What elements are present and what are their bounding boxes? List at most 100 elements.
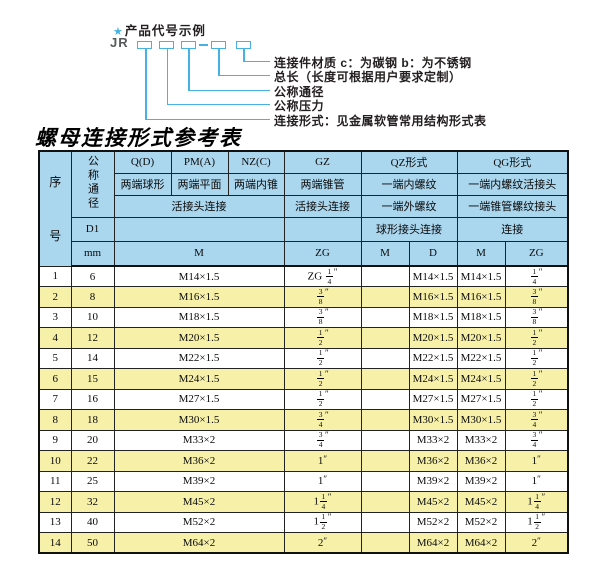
inch-mark: ″ (333, 266, 338, 277)
table-row: 9 20 M33×2 3 4 ″ M33×2 M33×2 3 4 ″ (38, 429, 569, 451)
header-gz: GZ (283, 150, 362, 174)
inch-mark: ″ (325, 389, 329, 400)
code-box (159, 41, 174, 49)
header-blank (283, 216, 362, 242)
table-row: 11 25 M39×2 1″ M39×2 M39×2 1″ (38, 470, 569, 492)
code-box (236, 41, 251, 49)
cell-zg: 1 2 ″ (283, 347, 362, 369)
inch-mark: ″ (538, 409, 543, 420)
cell-dn: 18 (70, 409, 115, 431)
cell-qz-m (360, 286, 410, 308)
cell-dn: 6 (70, 265, 115, 287)
cell-no: 2 (38, 286, 72, 308)
cell-dn: 32 (70, 491, 115, 513)
cell-qz-d: M52×2 (408, 511, 458, 533)
cell-zg: 1 2 ″ (283, 368, 362, 390)
leader-line (145, 49, 147, 120)
cell-qz-d: M36×2 (408, 450, 458, 472)
cell-qg-m: M20×1.5 (456, 327, 506, 349)
header-pm: PM(A) (170, 150, 229, 174)
cell-m: M36×2 (113, 450, 285, 472)
cell-qg-zg: 1 4 ″ (504, 265, 569, 287)
header-nominal-text: 公称通径 (86, 154, 99, 211)
cell-qz-m (360, 470, 410, 492)
cell-qg-zg: 3 8 ″ (504, 306, 569, 328)
inch-mark: ″ (538, 327, 543, 338)
cell-qz-m (360, 429, 410, 451)
table-row: 13 40 M52×2 1 1 2 ″ M52×2 M52×2 1 1 2 ″ (38, 511, 569, 533)
cell-qg-m: M16×1.5 (456, 286, 506, 308)
table-row: 2 8 M16×1.5 3 8 ″ M16×1.5 M16×1.5 3 8 ″ (38, 286, 569, 308)
cell-qg-m: M39×2 (456, 470, 506, 492)
diagram-title: ★产品代号示例 (113, 20, 206, 39)
header-union-conn: 活接头连接 (113, 194, 285, 218)
cell-dn: 25 (70, 470, 115, 492)
cell-qz-d: M45×2 (408, 491, 458, 513)
table-row: 6 15 M24×1.5 1 2 ″ M24×1.5 M24×1.5 1 2 ″ (38, 368, 569, 390)
cell-zg: 1 1 2 ″ (283, 511, 362, 533)
cell-qg-zg: 3 8 ″ (504, 286, 569, 308)
code-dash (199, 44, 208, 46)
inch-mark: ″ (327, 512, 332, 523)
header-nz-desc: 两端内锥 (227, 172, 285, 196)
header-qz-desc2: 一端外螺纹 (360, 194, 458, 218)
leader-line (218, 74, 270, 76)
cell-qg-zg: 3 4 ″ (504, 409, 569, 431)
cell-m: M20×1.5 (113, 327, 285, 349)
cell-qg-zg: 1 2 ″ (504, 347, 569, 369)
table-row: 12 32 M45×2 1 1 4 ″ M45×2 M45×2 1 1 4 ″ (38, 491, 569, 513)
cell-qz-m (360, 511, 410, 533)
cell-no: 1 (38, 265, 72, 287)
table-row: 5 14 M22×1.5 1 2 ″ M22×1.5 M22×1.5 1 2 ″ (38, 347, 569, 369)
header-seq-char: 序 (49, 175, 62, 190)
leader-line (218, 49, 220, 76)
cell-qz-m (360, 532, 410, 554)
cell-zg: 3 4 ″ (283, 409, 362, 431)
cell-m: M24×1.5 (113, 368, 285, 390)
star-icon: ★ (113, 26, 124, 38)
cell-m: M64×2 (113, 532, 285, 554)
table-row: 10 22 M36×2 1″ M36×2 M36×2 1″ (38, 450, 569, 472)
cell-qz-m (360, 450, 410, 472)
table-title: 螺母连接形式参考表 (35, 125, 242, 150)
cell-qz-m (360, 347, 410, 369)
header-qz-desc1: 一端内螺纹 (360, 172, 458, 196)
inch-mark: ″ (538, 266, 543, 277)
inch-mark: ″ (325, 327, 329, 338)
cell-qz-d: M18×1.5 (408, 306, 458, 328)
cell-m: M39×2 (113, 470, 285, 492)
cell-dn: 14 (70, 347, 115, 369)
cell-no: 4 (38, 327, 72, 349)
header-mm: mm (70, 240, 115, 267)
cell-qg-m: M24×1.5 (456, 368, 506, 390)
cell-dn: 16 (70, 388, 115, 410)
cell-qg-zg: 1 1 4 ″ (504, 491, 569, 513)
inch-mark: ″ (325, 368, 329, 379)
cell-qg-m: M64×2 (456, 532, 506, 554)
leader-line (188, 49, 190, 91)
cell-qg-zg: 1 2 ″ (504, 388, 569, 410)
inch-mark: ″ (538, 348, 543, 359)
cell-no: 12 (38, 491, 72, 513)
inch-mark: ″ (538, 368, 543, 379)
cell-no: 3 (38, 306, 72, 328)
cell-qz-d: M39×2 (408, 470, 458, 492)
inch-mark: ″ (541, 512, 546, 523)
header-gz-desc: 两端锥管 (283, 172, 362, 196)
cell-m: M30×1.5 (113, 409, 285, 431)
cell-qg-m: M22×1.5 (456, 347, 506, 369)
cell-qg-m: M45×2 (456, 491, 506, 513)
cell-qz-m (360, 491, 410, 513)
header-qz: QZ形式 (360, 150, 458, 174)
